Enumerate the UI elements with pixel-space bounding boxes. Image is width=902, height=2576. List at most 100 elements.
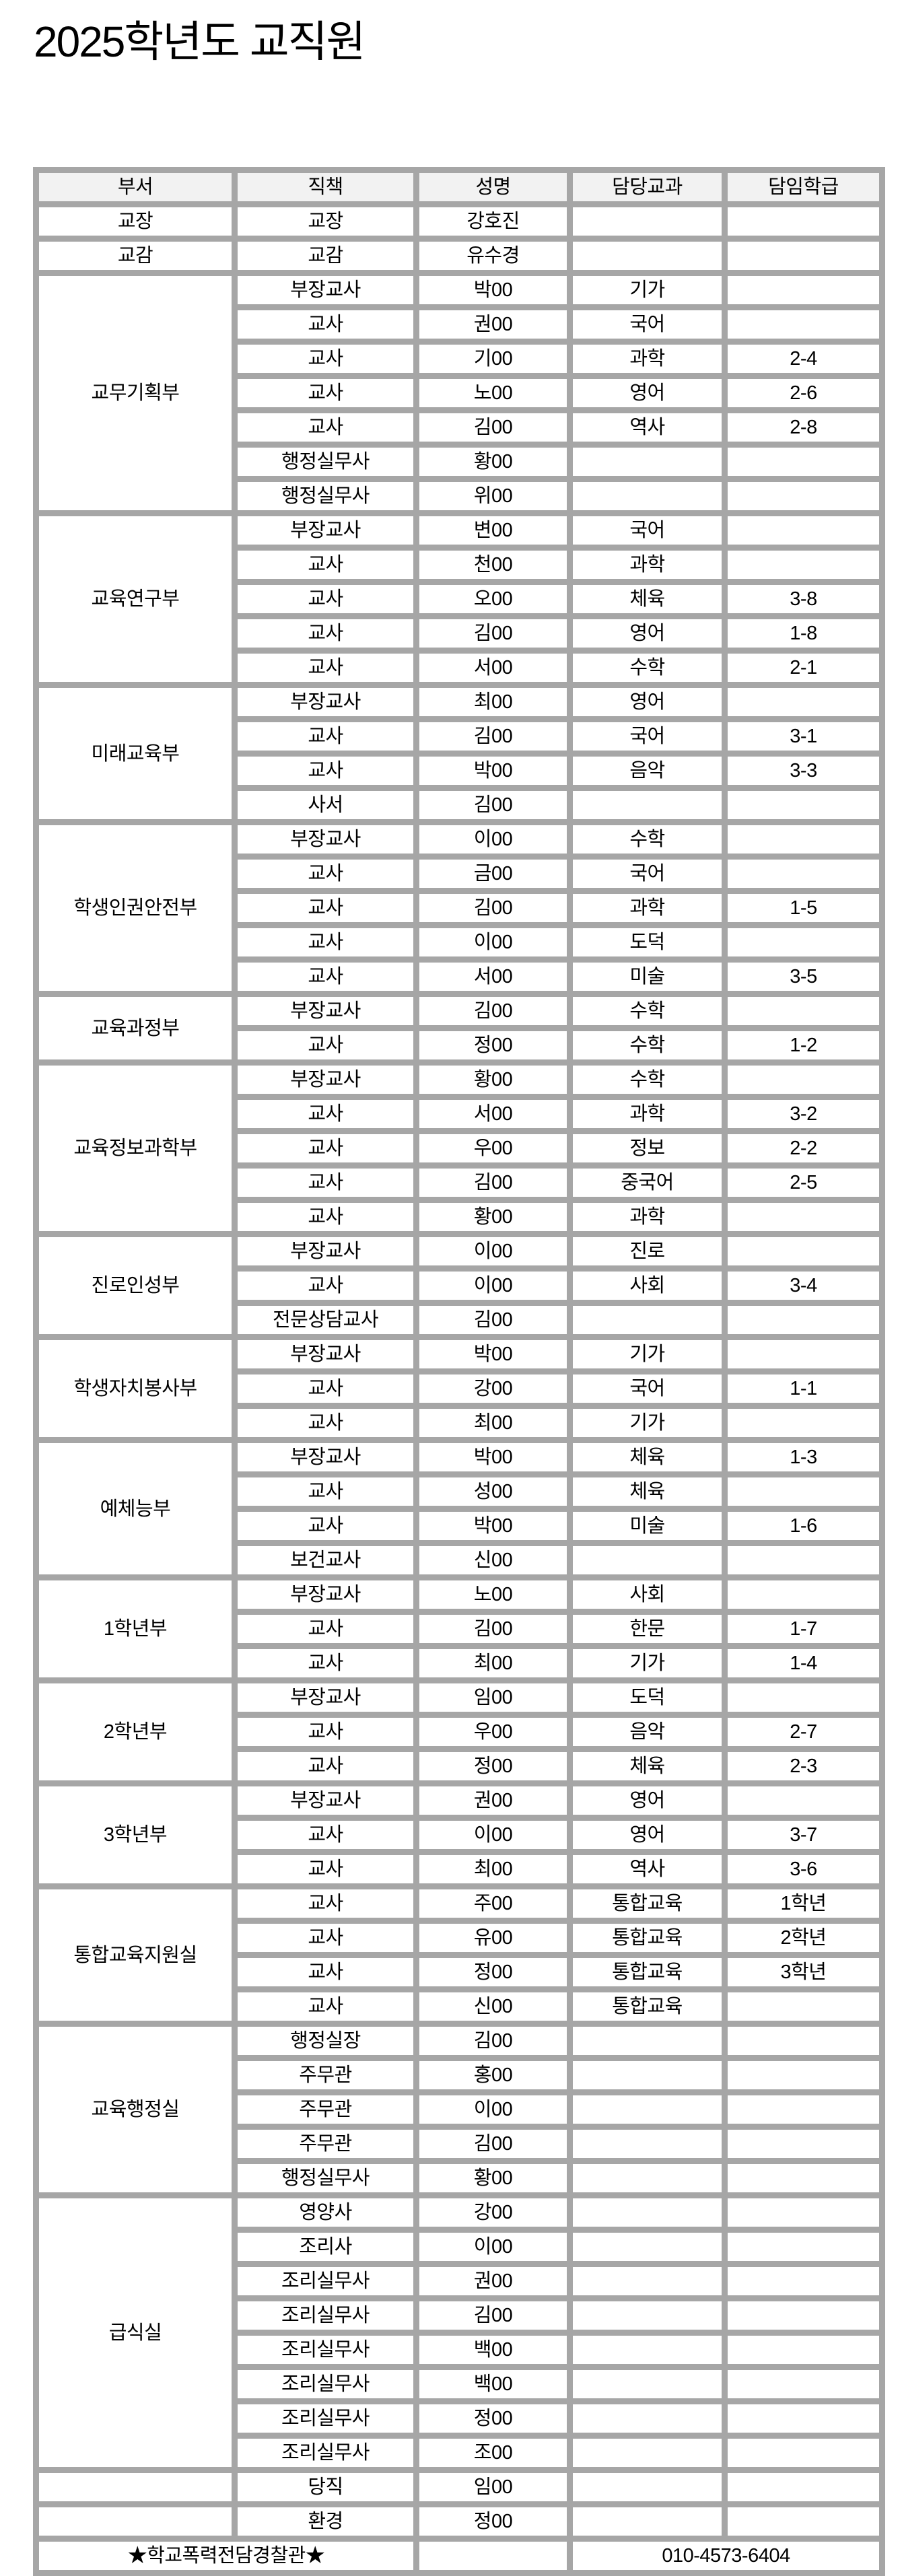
table-row: 교사 김00 역사 2-8 <box>39 413 879 442</box>
position-cell: 교사 <box>238 1477 413 1506</box>
homeroom-cell <box>728 2370 879 2398</box>
position-cell: 행정실장 <box>238 2027 413 2055</box>
name-cell: 황00 <box>419 2164 567 2192</box>
table-row: 교사 노00 영어 2-6 <box>39 379 879 407</box>
table-row: 교사 정00 수학 1-2 <box>39 1031 879 1059</box>
subject-cell <box>573 2164 722 2192</box>
table-row: 교사 이00 도덕 <box>39 928 879 956</box>
homeroom-cell <box>728 860 879 888</box>
subject-cell <box>573 2336 722 2364</box>
department-cell <box>39 2473 232 2501</box>
homeroom-cell <box>728 1306 879 1334</box>
position-cell: 교사 <box>238 1924 413 1952</box>
name-cell: 신00 <box>419 1992 567 2021</box>
homeroom-cell <box>728 1992 879 2021</box>
department-cell: 교육정보과학부 <box>39 1066 232 1231</box>
position-cell: 교사 <box>238 1821 413 1849</box>
subject-cell: 통합교육 <box>573 1924 722 1952</box>
name-cell: 권00 <box>419 1786 567 1815</box>
name-cell: 권00 <box>419 2267 567 2295</box>
department-cell: 예체능부 <box>39 1443 232 1574</box>
subject-cell <box>573 2301 722 2330</box>
subject-cell: 수학 <box>573 997 722 1025</box>
name-cell: 김00 <box>419 413 567 442</box>
header-dept: 부서 <box>39 173 232 201</box>
homeroom-cell: 3-4 <box>728 1272 879 1300</box>
table-row: 당직 임00 <box>39 2473 879 2501</box>
table-row: 3학년부 부장교사 권00 영어 <box>39 1786 879 1883</box>
position-cell: 부장교사 <box>238 276 413 304</box>
homeroom-cell <box>728 482 879 510</box>
position-cell: 교장 <box>238 207 413 236</box>
homeroom-cell <box>728 1340 879 1368</box>
subject-cell: 정보 <box>573 1134 722 1162</box>
homeroom-cell: 2학년 <box>728 1924 879 1952</box>
name-cell: 정00 <box>419 1752 567 1780</box>
department-cell: 교무기획부 <box>39 276 232 510</box>
position-cell: 교사 <box>238 1889 413 1918</box>
position-cell: 영양사 <box>238 2198 413 2227</box>
homeroom-cell <box>728 997 879 1025</box>
homeroom-cell: 1-6 <box>728 1512 879 1540</box>
department-cell: 교육과정부 <box>39 997 232 1059</box>
subject-cell: 영어 <box>573 1821 722 1849</box>
position-cell: 교사 <box>238 1374 413 1403</box>
homeroom-cell: 1-8 <box>728 619 879 648</box>
table-row: 행정실무사 황00 <box>39 448 879 476</box>
name-cell: 김00 <box>419 722 567 751</box>
position-cell: 교사 <box>238 345 413 373</box>
table-row: 교사 김00 한문 1-7 <box>39 1615 879 1643</box>
table-row: 교사 기00 과학 2-4 <box>39 345 879 373</box>
table-row: 진로인성부 부장교사 이00 진로 <box>39 1237 879 1334</box>
subject-cell <box>573 2404 722 2433</box>
subject-cell: 국어 <box>573 310 722 339</box>
name-cell: 이00 <box>419 1272 567 1300</box>
position-cell: 교사 <box>238 654 413 682</box>
subject-cell: 국어 <box>573 516 722 545</box>
homeroom-cell <box>728 1580 879 1609</box>
department-cell: 1학년부 <box>39 1580 232 1677</box>
name-cell: 김00 <box>419 2027 567 2055</box>
name-cell: 홍00 <box>419 2061 567 2089</box>
name-cell: 김00 <box>419 619 567 648</box>
position-cell: 부장교사 <box>238 825 413 854</box>
homeroom-cell: 2-6 <box>728 379 879 407</box>
name-cell: 최00 <box>419 1855 567 1883</box>
homeroom-cell <box>728 276 879 304</box>
subject-cell <box>573 791 722 819</box>
name-cell: 유00 <box>419 1924 567 1952</box>
name-cell: 위00 <box>419 482 567 510</box>
name-cell: 정00 <box>419 2507 567 2536</box>
name-cell: 최00 <box>419 1649 567 1677</box>
position-cell: 교사 <box>238 1855 413 1883</box>
department-cell: 교육연구부 <box>39 516 232 682</box>
subject-cell: 기가 <box>573 1409 722 1437</box>
header-name: 성명 <box>419 173 567 201</box>
homeroom-cell: 3-7 <box>728 1821 879 1849</box>
department-cell: 학생자치봉사부 <box>39 1340 232 1437</box>
table-row: 교사 정00 체육 2-3 <box>39 1752 879 1780</box>
staff-table-body: 교장 교장 강호진 교감 교감 유수경 교무기획부 부장교사 박00 기가 교사 권00 국어 교사 기00… <box>39 207 879 2536</box>
subject-cell <box>573 2439 722 2467</box>
homeroom-cell <box>728 516 879 545</box>
table-row: 교사 최00 기가 <box>39 1409 879 1437</box>
name-cell: 이00 <box>419 825 567 854</box>
table-row: 2학년부 부장교사 임00 도덕 <box>39 1683 879 1780</box>
name-cell: 김00 <box>419 2301 567 2330</box>
homeroom-cell <box>728 2233 879 2261</box>
department-cell: 미래교육부 <box>39 688 232 819</box>
subject-cell: 체육 <box>573 1443 722 1471</box>
position-cell: 교사 <box>238 379 413 407</box>
homeroom-cell <box>728 1203 879 1231</box>
position-cell: 교사 <box>238 1512 413 1540</box>
name-cell: 이00 <box>419 928 567 956</box>
name-cell: 노00 <box>419 379 567 407</box>
position-cell: 행정실무사 <box>238 448 413 476</box>
header-row: 부서 직책 성명 담당교과 담임학급 <box>39 173 879 201</box>
subject-cell: 통합교육 <box>573 1958 722 1986</box>
police-officer-phone: 010-4573-6404 <box>573 2542 879 2570</box>
position-cell: 부장교사 <box>238 1580 413 1609</box>
subject-cell <box>573 2267 722 2295</box>
table-row: 조리실무사 김00 <box>39 2301 879 2330</box>
table-row: 교사 최00 기가 1-4 <box>39 1649 879 1677</box>
